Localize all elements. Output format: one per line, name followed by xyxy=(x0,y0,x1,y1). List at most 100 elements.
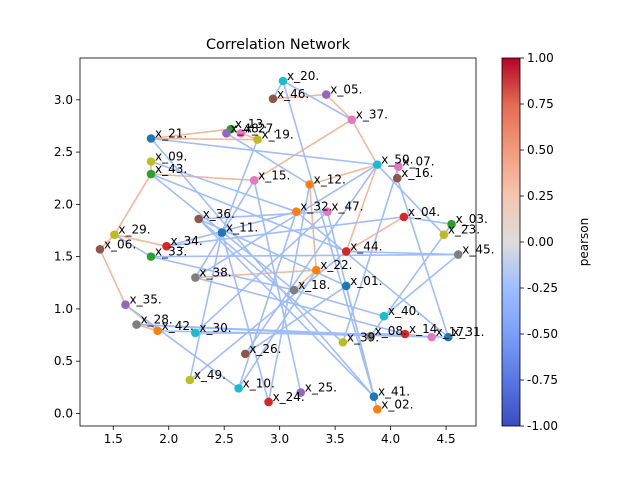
node-label: x_19. xyxy=(261,128,293,142)
y-tick-label: 0.0 xyxy=(54,406,73,420)
node-point xyxy=(443,332,453,342)
node-point xyxy=(253,135,262,144)
node-label: x_06. xyxy=(104,237,136,251)
node-label: x_04. xyxy=(408,205,440,219)
network-edge xyxy=(99,248,127,306)
network-edge xyxy=(221,139,259,233)
node-point xyxy=(366,331,375,341)
network-edge xyxy=(221,232,270,403)
node-label: x_47. xyxy=(331,200,363,214)
node-label: x_07. xyxy=(402,155,434,169)
colorbar-tick-label: -0.50 xyxy=(527,327,558,341)
node-label: x_03. xyxy=(456,212,488,226)
node-point xyxy=(95,245,105,254)
node-label: x_02. xyxy=(381,397,413,411)
node-point xyxy=(194,214,203,224)
node-label: x_27. xyxy=(245,121,277,135)
node-label: x_29. xyxy=(118,223,150,237)
node-label: x_17. xyxy=(436,325,468,339)
node-point xyxy=(153,326,162,336)
network-edge xyxy=(396,177,450,338)
colorbar-label: pearson xyxy=(577,218,591,267)
node-label: x_37. xyxy=(356,108,388,122)
node-label: x_26. xyxy=(249,342,281,356)
network-edge xyxy=(253,180,302,393)
network-edge xyxy=(113,233,152,258)
node-point xyxy=(110,230,119,239)
node-point xyxy=(323,207,332,216)
network-edge xyxy=(166,216,404,247)
colorbar-gradient xyxy=(502,58,520,426)
node-label: x_50. xyxy=(381,153,413,167)
node-label: x_25. xyxy=(305,381,337,395)
node-label: x_01. xyxy=(350,274,382,288)
node-label: x_49. xyxy=(194,368,226,382)
network-edge xyxy=(150,253,459,258)
node-point xyxy=(400,329,410,339)
x-tick-label: 2.0 xyxy=(159,432,178,446)
network-edge xyxy=(345,164,379,252)
node-point xyxy=(439,230,449,239)
node-label: x_32. xyxy=(300,200,332,214)
network-edge xyxy=(195,276,406,335)
network-edge xyxy=(136,323,432,338)
y-tick-label: 3.0 xyxy=(54,93,73,107)
node-point xyxy=(305,180,314,189)
network-edge xyxy=(150,173,347,253)
node-label: x_28. xyxy=(141,313,173,327)
node-point xyxy=(453,250,463,259)
y-tick-label: 0.5 xyxy=(54,354,73,368)
node-point xyxy=(347,115,357,124)
plot-frame xyxy=(79,57,477,427)
x-tick-label: 4.5 xyxy=(437,432,456,446)
node-label: x_46. xyxy=(277,87,309,101)
node-point xyxy=(162,241,171,251)
network-edge xyxy=(150,137,378,166)
node-point xyxy=(321,90,331,99)
network-edge xyxy=(244,164,378,355)
network-edge xyxy=(125,304,240,390)
node-point xyxy=(146,157,156,166)
colorbar-tick-label: 0.75 xyxy=(527,97,554,111)
network-edge xyxy=(194,211,328,334)
node-label: x_36. xyxy=(203,207,235,221)
colorbar-tick-label: -1.00 xyxy=(527,419,558,433)
node-label: x_31. xyxy=(452,325,484,339)
node-point xyxy=(379,311,389,321)
network-edge xyxy=(342,166,400,343)
network-edge xyxy=(237,269,317,389)
node-point xyxy=(292,207,301,216)
colorbar-tick-label: 1.00 xyxy=(527,51,554,65)
node-point xyxy=(191,273,200,282)
network-edge xyxy=(113,173,152,236)
y-tick-label: 2.5 xyxy=(54,145,73,159)
node-point xyxy=(240,349,250,359)
node-point xyxy=(394,162,403,172)
network-edge xyxy=(194,163,378,279)
network-edge xyxy=(150,255,295,291)
node-point xyxy=(146,169,156,179)
network-edge xyxy=(189,250,347,381)
x-tick-label: 3.5 xyxy=(326,432,345,446)
network-edge xyxy=(346,250,459,256)
network-edge xyxy=(150,137,258,141)
node-point xyxy=(341,281,351,291)
node-label: x_33. xyxy=(155,245,187,259)
node-label: x_35. xyxy=(129,293,161,307)
colorbar-tick-label: 0.50 xyxy=(527,143,554,157)
colorbar-tick-label: -0.75 xyxy=(527,373,558,387)
x-tick-label: 1.5 xyxy=(104,432,123,446)
network-edge xyxy=(345,216,405,253)
node-point xyxy=(372,404,382,414)
network-edge xyxy=(198,210,328,220)
node-label: x_24. xyxy=(273,390,305,404)
node-point xyxy=(447,219,456,229)
colorbar-tick-label: 0.25 xyxy=(527,189,554,203)
y-tick-label: 1.5 xyxy=(54,250,73,264)
network-edge xyxy=(166,210,297,247)
network-edge xyxy=(309,163,378,186)
chart-title: Correlation Network xyxy=(206,37,351,53)
y-tick-label: 2.0 xyxy=(54,197,73,211)
network-edge xyxy=(150,173,255,182)
